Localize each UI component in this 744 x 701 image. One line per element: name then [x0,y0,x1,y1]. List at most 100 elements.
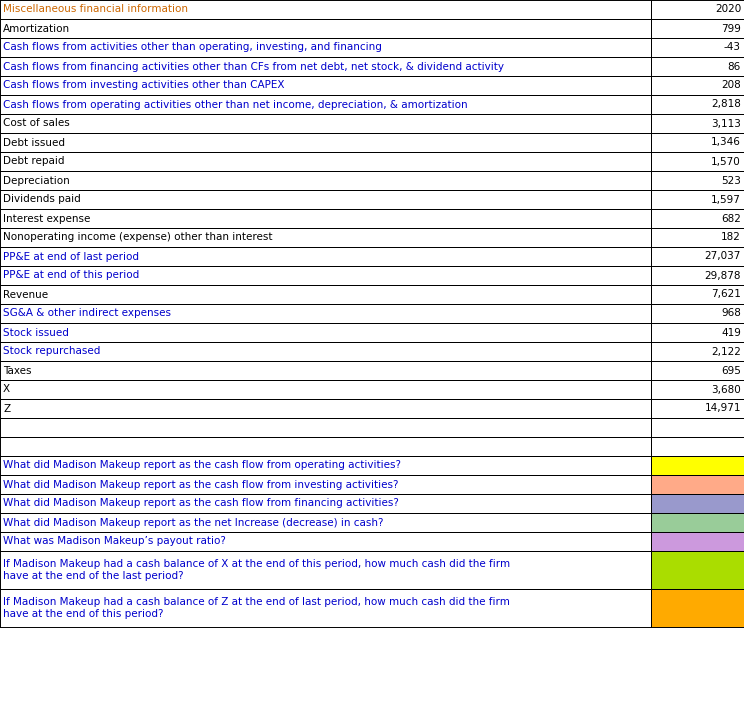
Text: 3,680: 3,680 [711,385,741,395]
Bar [0,266,651,285]
Text: Cash flows from financing activities other than CFs from net debt, net stock, & : Cash flows from financing activities oth… [3,62,504,72]
Bar [0,0,651,19]
Text: 27,037: 27,037 [705,252,741,261]
Text: Interest expense: Interest expense [3,214,90,224]
Text: 3,113: 3,113 [711,118,741,128]
Text: 208: 208 [721,81,741,90]
Text: X: X [3,385,10,395]
Text: 1,346: 1,346 [711,137,741,147]
Bar [651,323,744,342]
Text: 86: 86 [728,62,741,72]
Bar [651,456,744,475]
Bar [651,133,744,152]
Text: Taxes: Taxes [3,365,31,376]
Bar [651,95,744,114]
Bar [651,190,744,209]
Text: What was Madison Makeup’s payout ratio?: What was Madison Makeup’s payout ratio? [3,536,226,547]
Text: Cash flows from investing activities other than CAPEX: Cash flows from investing activities oth… [3,81,284,90]
Bar [651,0,744,19]
Text: 799: 799 [721,24,741,34]
Bar [651,57,744,76]
Text: 7,621: 7,621 [711,290,741,299]
Text: Dividends paid: Dividends paid [3,194,81,205]
Bar [651,361,744,380]
Bar [0,171,651,190]
Text: 523: 523 [721,175,741,186]
Bar [0,475,651,494]
Text: SG&A & other indirect expenses: SG&A & other indirect expenses [3,308,171,318]
Text: 968: 968 [721,308,741,318]
Bar [651,418,744,437]
Bar [0,380,651,399]
Text: Debt repaid: Debt repaid [3,156,65,167]
Bar [0,456,651,475]
Bar [0,285,651,304]
Bar [651,342,744,361]
Bar [651,380,744,399]
Bar [0,95,651,114]
Bar [0,551,651,589]
Bar [0,494,651,513]
Bar [651,304,744,323]
Text: What did Madison Makeup report as the cash flow from investing activities?: What did Madison Makeup report as the ca… [3,479,399,489]
Bar [0,304,651,323]
Text: 682: 682 [721,214,741,224]
Text: Cost of sales: Cost of sales [3,118,70,128]
Text: PP&E at end of this period: PP&E at end of this period [3,271,139,280]
Text: Amortization: Amortization [3,24,70,34]
Text: 419: 419 [721,327,741,337]
Bar [651,38,744,57]
Text: 2,818: 2,818 [711,100,741,109]
Bar [651,399,744,418]
Bar [651,589,744,627]
Bar [651,152,744,171]
Bar [651,285,744,304]
Text: What did Madison Makeup report as the net Increase (decrease) in cash?: What did Madison Makeup report as the ne… [3,517,383,527]
Bar [0,19,651,38]
Text: Z: Z [3,404,10,414]
Bar [651,171,744,190]
Text: 29,878: 29,878 [705,271,741,280]
Bar [0,114,651,133]
Text: 14,971: 14,971 [705,404,741,414]
Text: 182: 182 [721,233,741,243]
Bar [0,228,651,247]
Bar [0,589,651,627]
Text: If Madison Makeup had a cash balance of X at the end of this period, how much ca: If Madison Makeup had a cash balance of … [3,559,510,581]
Bar [0,437,651,456]
Bar [651,114,744,133]
Bar [651,551,744,589]
Bar [651,494,744,513]
Bar [0,399,651,418]
Text: 2020: 2020 [715,4,741,15]
Bar [651,19,744,38]
Text: 695: 695 [721,365,741,376]
Bar [651,513,744,532]
Text: -43: -43 [724,43,741,53]
Bar [651,266,744,285]
Bar [0,190,651,209]
Bar [0,532,651,551]
Text: Miscellaneous financial information: Miscellaneous financial information [3,4,188,15]
Bar [651,532,744,551]
Text: What did Madison Makeup report as the cash flow from operating activities?: What did Madison Makeup report as the ca… [3,461,401,470]
Bar [0,133,651,152]
Bar [0,38,651,57]
Bar [651,475,744,494]
Bar [0,152,651,171]
Text: Depreciation: Depreciation [3,175,70,186]
Bar [0,323,651,342]
Text: 1,597: 1,597 [711,194,741,205]
Text: Cash flows from operating activities other than net income, depreciation, & amor: Cash flows from operating activities oth… [3,100,468,109]
Bar [651,247,744,266]
Bar [0,76,651,95]
Bar [651,209,744,228]
Bar [651,437,744,456]
Text: PP&E at end of last period: PP&E at end of last period [3,252,139,261]
Bar [651,76,744,95]
Text: Cash flows from activities other than operating, investing, and financing: Cash flows from activities other than op… [3,43,382,53]
Bar [0,418,651,437]
Text: If Madison Makeup had a cash balance of Z at the end of last period, how much ca: If Madison Makeup had a cash balance of … [3,597,510,619]
Bar [0,247,651,266]
Bar [0,209,651,228]
